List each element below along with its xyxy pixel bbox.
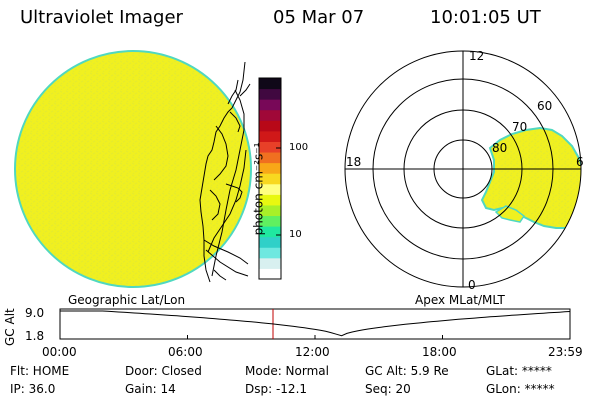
auroral-patch	[494, 205, 526, 223]
colorbar-swatch	[259, 194, 281, 206]
altitude-ticks	[59, 335, 571, 339]
lat-label-80: 80	[492, 141, 507, 155]
colorbar-swatch	[259, 173, 281, 185]
ytick-bottom: 1.8	[25, 329, 44, 343]
colorbar-swatch	[259, 109, 281, 121]
altitude-ylabel: GC Alt	[3, 308, 17, 346]
colorbar-swatch	[259, 152, 281, 164]
status-mode: Mode: Normal	[245, 364, 329, 378]
ytick-top: 9.0	[25, 306, 44, 320]
time-label: 10:01:05 UT	[430, 7, 541, 28]
polar-plot: 12 18 6 0 60 70 80	[344, 49, 584, 292]
continent-outlines	[199, 61, 251, 283]
colorbar-swatch	[259, 257, 281, 269]
colorbar-swatch	[259, 120, 281, 132]
colorbar	[258, 77, 282, 280]
geographic-image	[14, 50, 252, 288]
colorbar-swatch	[259, 78, 281, 90]
colorbar-swatch	[259, 247, 281, 259]
apex-label: Apex MLat/MLT	[415, 293, 505, 307]
lat-label-60: 60	[537, 99, 552, 113]
mlt-label-6: 6	[576, 155, 584, 169]
colorbar-swatch	[259, 162, 281, 174]
mlt-label-18: 18	[346, 155, 361, 169]
status-gain: Gain: 14	[125, 382, 176, 396]
colorbar-swatch	[259, 268, 281, 280]
status-dsp: Dsp: -12.1	[245, 382, 308, 396]
colorbar-tick-100: 100	[289, 142, 309, 153]
colorbar-frame	[258, 77, 282, 280]
xtick-2359: 23:59	[548, 345, 583, 359]
altitude-curve	[60, 310, 571, 337]
colorbar-swatch	[259, 99, 281, 111]
status-flt: Flt: HOME	[10, 364, 70, 378]
altitude-plot: GC Alt 9.0 1.8	[3, 306, 571, 346]
status-seq: Seq: 20	[365, 382, 411, 396]
date-label: 05 Mar 07	[273, 7, 365, 28]
colorbar-swatch	[259, 88, 281, 100]
colorbar-unit-label: photon cm⁻²s⁻¹	[251, 142, 266, 236]
colorbar-swatch	[259, 215, 281, 227]
colorbar-swatch	[259, 183, 281, 195]
xtick-1800: 18:00	[422, 345, 457, 359]
mlt-label-0: 0	[468, 278, 476, 292]
status-door: Door: Closed	[125, 364, 202, 378]
status-glon: GLon: *****	[486, 382, 555, 396]
colorbar-swatch	[259, 141, 281, 153]
xtick-0000: 00:00	[42, 345, 77, 359]
status-ip: IP: 36.0	[10, 382, 56, 396]
status-gcalt: GC Alt: 5.9 Re	[365, 364, 449, 378]
instrument-title: Ultraviolet Imager	[20, 7, 183, 28]
colorbar-swatch	[259, 236, 281, 248]
auroral-oval-region	[480, 126, 581, 229]
polar-grid	[344, 50, 582, 288]
xtick-1200: 12:00	[295, 345, 330, 359]
geographic-label: Geographic Lat/Lon	[68, 293, 185, 307]
mlt-label-12: 12	[469, 49, 484, 63]
status-glat: GLat: *****	[486, 364, 552, 378]
uv-disc	[14, 50, 252, 288]
colorbar-swatch	[259, 226, 281, 238]
lat-label-70: 70	[512, 120, 527, 134]
colorbar-swatch	[259, 130, 281, 142]
xtick-0600: 06:00	[168, 345, 203, 359]
colorbar-swatch	[259, 204, 281, 217]
colorbar-tick-10: 10	[289, 229, 302, 240]
